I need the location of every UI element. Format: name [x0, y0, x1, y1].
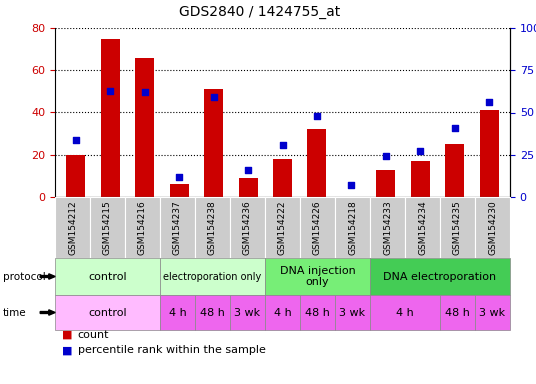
Bar [445, 144, 464, 197]
Text: 4 h: 4 h [396, 308, 414, 318]
Text: GSM154236: GSM154236 [243, 200, 252, 255]
Text: 3 wk: 3 wk [339, 308, 366, 318]
Point [209, 94, 218, 100]
Point [278, 142, 287, 148]
Text: GSM154233: GSM154233 [383, 200, 392, 255]
Bar [169, 184, 189, 197]
Bar [204, 89, 223, 197]
Text: 3 wk: 3 wk [479, 308, 505, 318]
Bar [273, 159, 292, 197]
Point [71, 136, 80, 142]
Text: protocol: protocol [3, 271, 46, 281]
Text: 3 wk: 3 wk [234, 308, 260, 318]
Bar [66, 155, 85, 197]
Point [312, 113, 321, 119]
Text: GSM154226: GSM154226 [313, 200, 322, 255]
Bar [411, 161, 430, 197]
Text: GSM154222: GSM154222 [278, 200, 287, 255]
Text: control: control [88, 271, 127, 281]
Text: DNA injection
only: DNA injection only [280, 266, 355, 287]
Text: DNA electroporation: DNA electroporation [383, 271, 496, 281]
Text: 48 h: 48 h [305, 308, 330, 318]
Point [416, 148, 425, 154]
Text: GDS2840 / 1424755_at: GDS2840 / 1424755_at [179, 5, 340, 19]
Text: 4 h: 4 h [169, 308, 187, 318]
Bar [135, 58, 154, 197]
Text: GSM154218: GSM154218 [348, 200, 357, 255]
Text: GSM154212: GSM154212 [68, 200, 77, 255]
Text: control: control [88, 308, 127, 318]
Bar [480, 110, 499, 197]
Text: time: time [3, 308, 26, 318]
Text: GSM154238: GSM154238 [208, 200, 217, 255]
Bar [376, 170, 396, 197]
Bar [101, 38, 120, 197]
Bar [239, 178, 257, 197]
Text: 48 h: 48 h [445, 308, 470, 318]
Text: count: count [78, 330, 109, 340]
Text: ■: ■ [62, 345, 72, 355]
Bar [308, 129, 326, 197]
Text: GSM154234: GSM154234 [418, 200, 427, 255]
Point [485, 99, 494, 106]
Text: electroporation only: electroporation only [163, 271, 262, 281]
Text: 4 h: 4 h [273, 308, 292, 318]
Point [106, 88, 115, 94]
Text: ■: ■ [62, 330, 72, 340]
Point [451, 125, 459, 131]
Point [347, 182, 356, 188]
Point [244, 167, 252, 173]
Point [175, 174, 183, 180]
Point [382, 153, 390, 159]
Text: GSM154215: GSM154215 [103, 200, 112, 255]
Text: GSM154230: GSM154230 [488, 200, 497, 255]
Point [140, 89, 149, 95]
Text: 48 h: 48 h [200, 308, 225, 318]
Text: GSM154216: GSM154216 [138, 200, 147, 255]
Text: GSM154235: GSM154235 [453, 200, 462, 255]
Text: GSM154237: GSM154237 [173, 200, 182, 255]
Text: percentile rank within the sample: percentile rank within the sample [78, 345, 266, 355]
